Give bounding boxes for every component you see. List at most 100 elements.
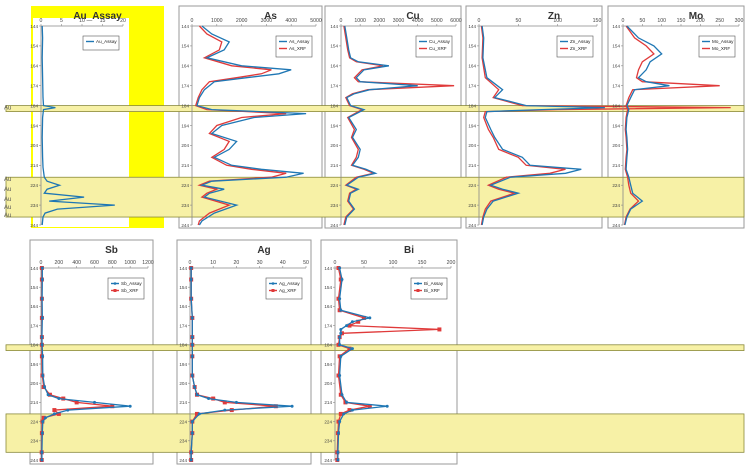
x-tick-label: 800: [108, 260, 117, 266]
legend-label: Zn_XRF: [570, 46, 587, 51]
legend-label: Cu_XRF: [429, 46, 447, 51]
x-tick-label: 200: [696, 18, 705, 24]
x-tick-label: 250: [715, 18, 724, 24]
x-tick-label: 0: [340, 18, 343, 24]
x-tick-label: 150: [677, 18, 686, 24]
y-tick-label: 194: [181, 123, 189, 128]
x-tick-label: 100: [389, 260, 398, 266]
chart-cu: Cu 0 1000 2000 3000 4000 5000 6000 144 154 164 174 1…: [330, 11, 462, 228]
y-tick-label: 224: [324, 419, 332, 424]
x-tick-label: 150: [593, 18, 602, 24]
data-point-ag-assay: [193, 385, 197, 389]
x-tick-label: 3000: [393, 18, 405, 24]
y-tick-label: 234: [179, 439, 187, 444]
data-point-sb-xrf: [110, 404, 115, 409]
y-tick-label: 224: [468, 183, 476, 188]
x-tick-label: 40: [280, 260, 286, 266]
series-line-cu-assay: [344, 25, 418, 226]
y-tick-label: 244: [181, 223, 189, 228]
y-tick-label: 164: [181, 64, 189, 69]
data-point-bi-assay: [339, 327, 343, 331]
x-tick-label: 50: [361, 260, 367, 266]
x-tick-label: 0: [622, 18, 625, 24]
data-point-bi-assay: [338, 297, 342, 301]
y-tick-label: 174: [324, 323, 332, 328]
data-point-bi-assay: [350, 320, 354, 324]
y-tick-label: 244: [30, 458, 38, 463]
legend-label: As_Assay: [289, 39, 310, 44]
y-tick-label: 184: [179, 343, 187, 348]
legend-label: Sb_XRF: [121, 288, 139, 293]
y-tick-label: 194: [30, 362, 38, 367]
data-point-sb-assay: [40, 316, 44, 320]
data-point-ag-xrf: [211, 396, 216, 401]
x-tick-label: 0: [478, 18, 481, 24]
data-point-ag-assay: [190, 335, 194, 339]
data-point-bi-assay: [350, 408, 354, 412]
data-point-bi-xrf: [437, 327, 442, 332]
data-point-sb-assay: [43, 416, 47, 420]
data-point-ag-assay: [190, 343, 194, 347]
y-tick-label: 244: [179, 458, 187, 463]
data-point-bi-xrf: [362, 315, 366, 320]
y-tick-label: 164: [30, 64, 38, 69]
x-tick-label: 200: [55, 260, 64, 266]
au-side-label: Au: [4, 205, 11, 211]
x-tick-label: 600: [90, 260, 99, 266]
data-point-bi-assay: [336, 458, 340, 462]
y-tick-label: 194: [612, 123, 620, 128]
y-tick-label: 204: [179, 381, 187, 386]
data-point-bi-assay: [339, 354, 343, 358]
data-point-ag-assay: [207, 397, 211, 401]
legend-label: Ag_XRF: [279, 288, 297, 293]
y-tick-label: 224: [612, 183, 620, 188]
x-tick-label: 400: [72, 260, 81, 266]
y-tick-label: 174: [179, 323, 187, 328]
y-tick-label: 154: [179, 285, 187, 290]
y-tick-label: 244: [468, 223, 476, 228]
legend-marker: [271, 282, 275, 285]
data-point-ag-assay: [290, 404, 294, 408]
data-point-sb-assay: [40, 335, 44, 339]
data-point-ag-assay: [195, 393, 199, 397]
y-tick-label: 204: [30, 381, 38, 386]
data-point-ag-xrf: [273, 404, 278, 409]
y-tick-label: 164: [330, 64, 338, 69]
data-point-bi-assay: [345, 324, 349, 328]
y-tick-label: 174: [468, 84, 476, 89]
chart-title: Bi: [404, 245, 414, 256]
data-point-ag-assay: [189, 458, 193, 462]
data-point-bi-xrf: [367, 404, 372, 409]
x-tick-label: 6000: [450, 18, 462, 24]
x-tick-label: 10: [210, 260, 216, 266]
y-tick-label: 144: [468, 24, 476, 29]
legend-label: Bi_Assay: [424, 281, 444, 286]
y-tick-label: 144: [324, 266, 332, 271]
chart-au-assay: Au_Assay 0 5 10 15 20 144 154 164 174 184 194 204 214…: [30, 11, 126, 228]
data-point-sb-assay: [43, 385, 47, 389]
chart-ag: Ag 0 10 20 30 40 50 144 154 164 174 184 194 204 214 224…: [179, 245, 309, 463]
y-tick-label: 234: [330, 203, 338, 208]
y-tick-label: 234: [181, 203, 189, 208]
x-tick-label: 20: [120, 18, 126, 24]
data-point-sb-assay: [40, 278, 44, 282]
y-tick-label: 164: [179, 304, 187, 309]
y-tick-label: 224: [30, 183, 38, 188]
y-tick-label: 164: [468, 64, 476, 69]
data-point-bi-xrf: [347, 346, 352, 351]
data-point-sb-assay: [41, 354, 45, 358]
data-point-ag-assay: [190, 316, 194, 320]
data-point-bi-assay: [339, 308, 343, 312]
data-point-ag-assay: [190, 354, 194, 358]
data-point-sb-assay: [40, 297, 44, 301]
au-side-label: Au: [4, 187, 11, 193]
y-tick-label: 174: [612, 84, 620, 89]
data-point-sb-assay: [40, 343, 44, 347]
data-point-ag-assay: [189, 450, 193, 454]
data-point-bi-assay: [338, 266, 342, 270]
chart-zn: Zn 0 50 100 150 144 154 164 174 184 194 204 214 224 23…: [468, 11, 731, 228]
series-line-au-assay: [41, 25, 115, 226]
y-tick-label: 184: [330, 103, 338, 108]
legend-label: Mo_Assay: [712, 39, 734, 44]
data-point-sb-assay: [128, 404, 132, 408]
